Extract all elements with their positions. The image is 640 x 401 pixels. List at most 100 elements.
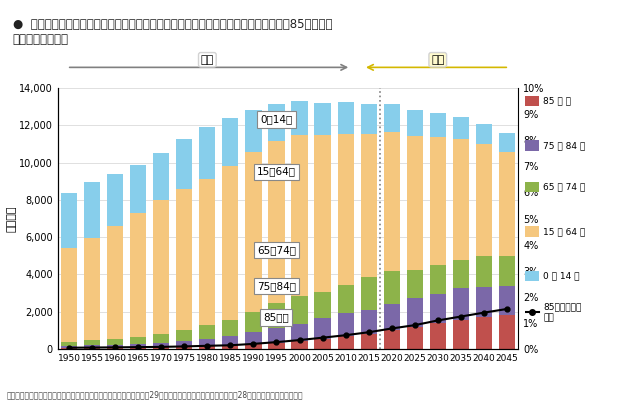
Text: （出典）国立社会保障・人口問題研究所「日本の将来推計人口（平成29年推計）」、総務省「人口推計（平成28年）」より経済産業省作成: （出典）国立社会保障・人口問題研究所「日本の将来推計人口（平成29年推計）」、総…	[6, 390, 303, 399]
Bar	[337, 336, 354, 349]
Bar	[291, 101, 308, 136]
Bar	[107, 348, 124, 349]
Bar	[406, 327, 423, 349]
Bar	[176, 189, 193, 330]
Bar	[222, 166, 239, 320]
Text: 推計: 推計	[431, 55, 444, 65]
Bar	[130, 165, 147, 213]
Bar	[452, 140, 469, 260]
Bar	[268, 104, 285, 141]
Bar	[291, 136, 308, 296]
Bar	[130, 344, 147, 348]
Bar	[337, 102, 354, 134]
Text: 65 ～ 74 歳: 65 ～ 74 歳	[543, 183, 586, 192]
Bar	[61, 248, 77, 342]
Bar	[476, 144, 492, 255]
Bar	[107, 344, 124, 348]
Bar	[199, 346, 216, 349]
Bar	[84, 340, 100, 345]
Bar	[84, 345, 100, 348]
Text: 85～歳: 85～歳	[264, 313, 289, 322]
Text: 85歳以上人口
比率: 85歳以上人口 比率	[543, 303, 582, 322]
Bar	[245, 312, 262, 332]
Text: 65～74歳: 65～74歳	[257, 245, 296, 255]
Text: 15 ～ 64 歳: 15 ～ 64 歳	[543, 227, 586, 236]
Bar	[525, 182, 539, 192]
Bar	[314, 136, 331, 292]
Bar	[153, 342, 170, 347]
Bar	[452, 320, 469, 349]
Bar	[107, 227, 124, 339]
Bar	[406, 298, 423, 327]
Bar	[199, 339, 216, 346]
Bar	[360, 277, 377, 310]
Text: 0～14歳: 0～14歳	[260, 115, 292, 124]
Text: 75 ～ 84 歳: 75 ～ 84 歳	[543, 141, 586, 150]
Text: 15～64歳: 15～64歳	[257, 167, 296, 176]
Bar	[383, 304, 400, 330]
Bar	[130, 213, 147, 337]
Bar	[452, 288, 469, 320]
Bar	[525, 271, 539, 281]
Bar	[199, 178, 216, 325]
Text: 85 ～ 歳: 85 ～ 歳	[543, 97, 572, 106]
Bar	[176, 139, 193, 189]
Bar	[199, 128, 216, 178]
Bar	[84, 348, 100, 349]
Bar	[61, 193, 77, 248]
Bar	[153, 153, 170, 200]
Bar	[314, 292, 331, 318]
Bar	[222, 117, 239, 166]
Bar	[476, 287, 492, 317]
Bar	[314, 103, 331, 136]
Bar	[406, 136, 423, 270]
Bar	[429, 265, 446, 294]
Bar	[476, 124, 492, 144]
Bar	[337, 285, 354, 313]
Bar	[222, 320, 239, 336]
Bar	[268, 304, 285, 328]
Bar	[499, 133, 515, 152]
Bar	[176, 330, 193, 341]
Bar	[291, 341, 308, 349]
Bar	[153, 347, 170, 349]
Bar	[429, 294, 446, 323]
Bar	[176, 347, 193, 349]
Bar	[268, 343, 285, 349]
Bar	[107, 174, 124, 227]
Bar	[499, 315, 515, 349]
Bar	[429, 113, 446, 137]
Bar	[61, 348, 77, 349]
Bar	[337, 313, 354, 336]
Bar	[130, 337, 147, 344]
Bar	[452, 260, 469, 288]
Bar	[291, 324, 308, 341]
Bar	[153, 334, 170, 342]
Bar	[383, 271, 400, 304]
Bar	[176, 341, 193, 347]
Bar	[84, 238, 100, 340]
Bar	[383, 103, 400, 132]
Text: 0 ～ 14 歳: 0 ～ 14 歳	[543, 271, 580, 280]
Bar	[268, 141, 285, 304]
Bar	[199, 325, 216, 339]
Bar	[406, 110, 423, 136]
Bar	[245, 332, 262, 344]
Bar	[499, 152, 515, 256]
Bar	[360, 134, 377, 277]
Bar	[499, 256, 515, 286]
Bar	[84, 182, 100, 238]
Bar	[61, 342, 77, 346]
Bar	[153, 200, 170, 334]
Text: 75～84歳: 75～84歳	[257, 282, 296, 291]
Bar	[452, 117, 469, 140]
Bar	[222, 336, 239, 346]
Bar	[525, 226, 539, 237]
Bar	[476, 317, 492, 349]
Y-axis label: （万人）: （万人）	[6, 205, 16, 232]
Bar	[476, 255, 492, 287]
Bar	[314, 339, 331, 349]
Bar	[107, 339, 124, 344]
Bar	[499, 286, 515, 315]
Text: ●  今後少子高齢化が進展する中で、高齢者人口比率は今後拡大していく見通し。特に85歳以上人
口比率は急拡大。: ● 今後少子高齢化が進展する中で、高齢者人口比率は今後拡大していく見通し。特に8…	[13, 18, 332, 46]
